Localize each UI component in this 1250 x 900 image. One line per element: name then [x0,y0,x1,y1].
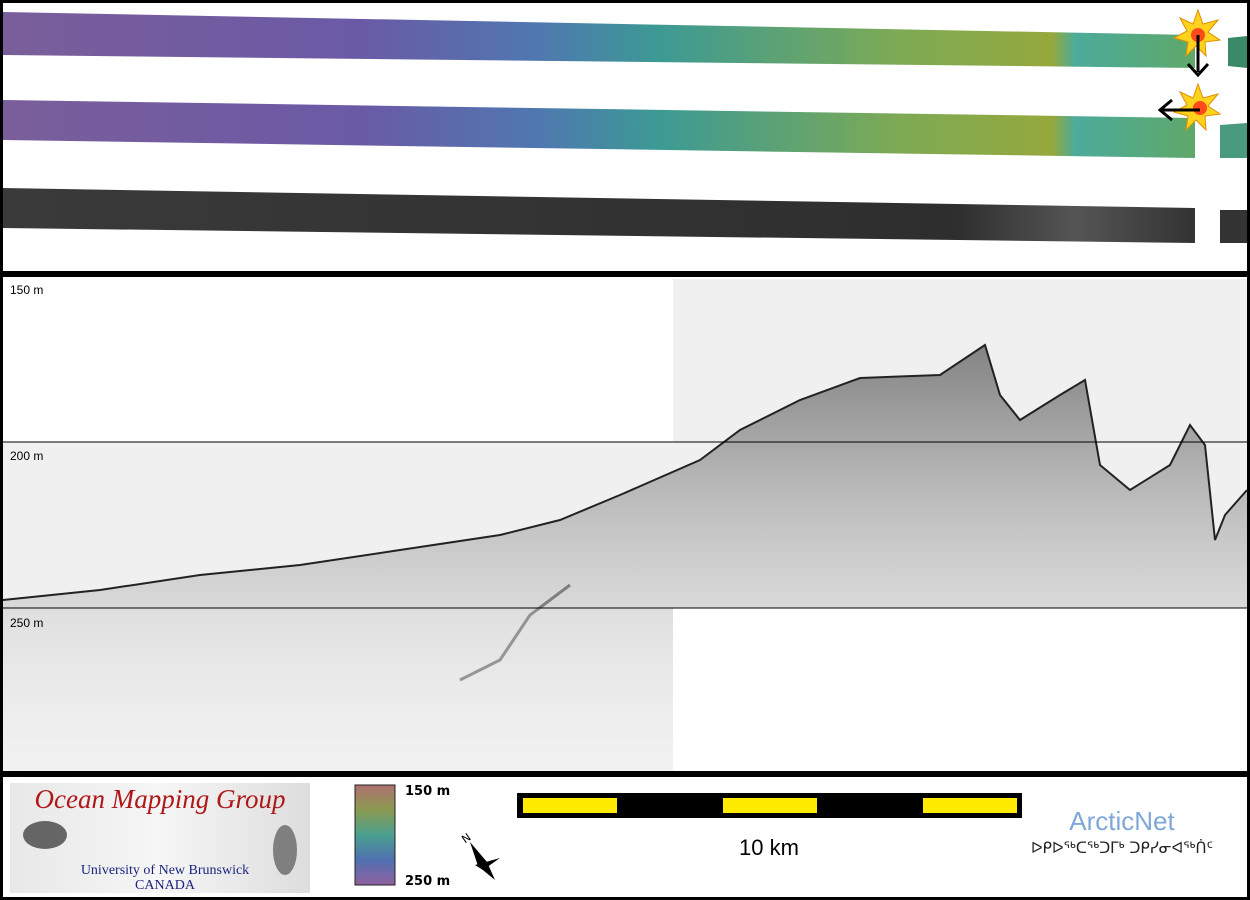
depth-label: 200 m [10,449,43,463]
backscatter-strip [3,188,1195,243]
depth-label: 250 m [10,616,43,630]
logo: Ocean Mapping Group University of New Br… [10,783,310,893]
logo-image [23,821,67,849]
scale-bar-label: 10 km [739,835,799,860]
logo-image [273,825,297,875]
logo-university: University of New Brunswick [81,863,249,878]
logo-title: Ocean Mapping Group [35,784,286,814]
color-bar [354,784,396,886]
swath-strip [3,12,1195,68]
partner-name: ArcticNet [1069,806,1175,836]
position-marker [1172,8,1222,78]
scale-bar [517,793,1022,818]
partner-syllabics: ᐅᑭᐅᖅᑕᖅᑐᒥᒃ ᑐᑭᓯᓂᐊᖅᑏᑦ [1031,839,1213,857]
subbottom-reflector [459,583,571,682]
swath-strip [3,100,1195,158]
color-bar-label: 150 m [405,784,450,799]
swath-strip [1228,36,1247,68]
depth-label: 150 m [10,283,43,297]
backscatter-strip [1220,210,1247,243]
seafloor-line [2,343,1248,601]
position-marker [1157,82,1222,132]
swath-strip [1220,123,1247,158]
echogram-shade [3,608,673,771]
color-bar-label: 250 m [405,874,450,889]
logo-country: CANADA [135,878,196,893]
seafloor-return [3,345,1247,771]
